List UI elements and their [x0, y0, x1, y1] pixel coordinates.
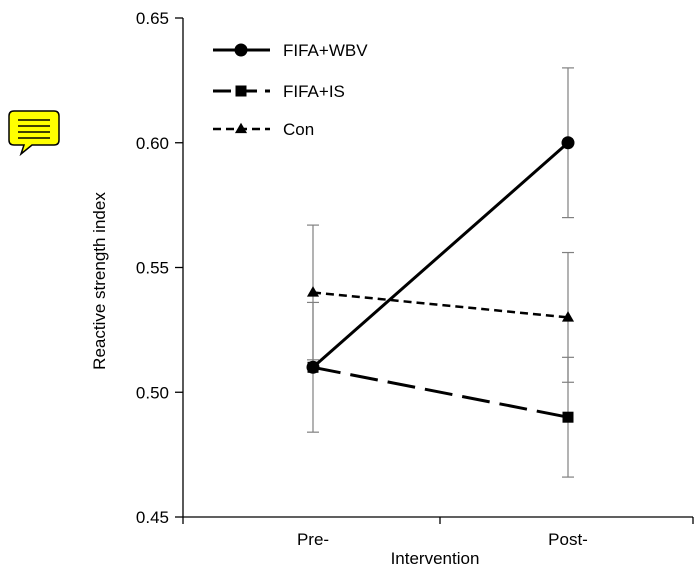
x-axis-title: Intervention: [391, 549, 480, 568]
y-tick-label: 0.45: [136, 508, 169, 527]
y-axis-ticks: 0.45 0.50 0.55 0.60 0.65: [136, 9, 183, 527]
legend-label-fifa-is: FIFA+IS: [283, 82, 345, 101]
data-point-con-0: [306, 286, 320, 297]
x-axis-ticks: Pre- Post-: [182, 517, 694, 549]
series-line-fifa-wbv: [312, 141, 569, 369]
data-point-con-1: [561, 311, 575, 322]
data-point-fifa-wbv-1: [561, 136, 575, 150]
comment-note-icon[interactable]: [8, 110, 60, 157]
y-tick-label: 0.65: [136, 9, 169, 28]
series-line-con: [312, 291, 569, 319]
data-point-fifa-is-1: [562, 411, 574, 423]
legend-marker-con: [234, 122, 248, 134]
series-markers: [306, 136, 575, 423]
y-tick-label: 0.60: [136, 134, 169, 153]
legend-label-fifa-wbv: FIFA+WBV: [283, 41, 368, 60]
y-axis-title: Reactive strength index: [90, 192, 109, 370]
legend-item-fifa-wbv: FIFA+WBV: [213, 41, 368, 60]
data-point-fifa-is-0: [307, 361, 319, 373]
legend-item-fifa-is: FIFA+IS: [213, 82, 345, 101]
series-lines: [312, 141, 569, 419]
series-line-fifa-is: [312, 365, 569, 419]
legend: FIFA+WBV FIFA+IS Con: [213, 41, 368, 139]
legend-marker-fifa-wbv: [234, 43, 248, 57]
legend-marker-fifa-is: [235, 85, 247, 97]
y-tick-label: 0.50: [136, 383, 169, 402]
legend-label-con: Con: [283, 120, 314, 139]
x-tick-label: Post-: [548, 530, 588, 549]
axes: [182, 18, 693, 518]
x-tick-label: Pre-: [297, 530, 329, 549]
legend-item-con: Con: [213, 120, 314, 139]
y-tick-label: 0.55: [136, 259, 169, 278]
error-bars: [307, 67, 574, 478]
